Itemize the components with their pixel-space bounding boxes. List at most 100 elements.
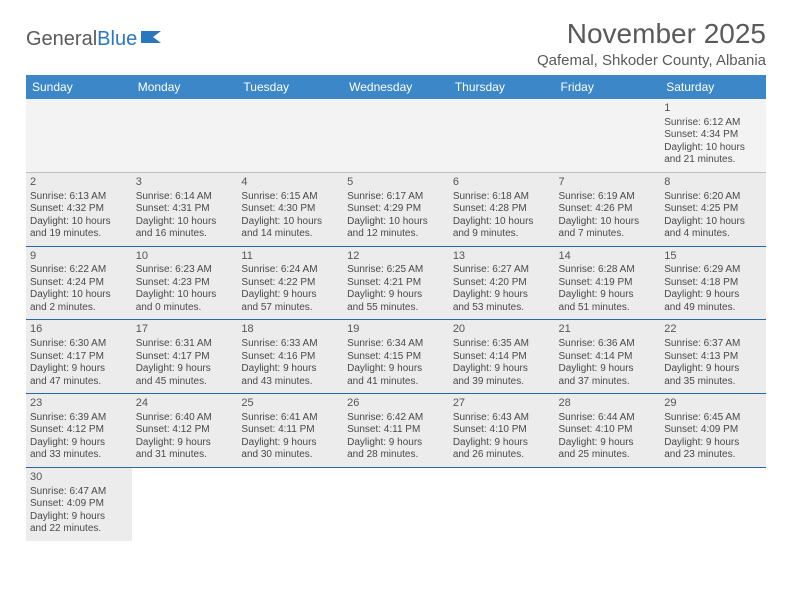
day-number: 20 bbox=[453, 323, 551, 337]
logo-text-1: General bbox=[26, 28, 97, 51]
day-detail: and 51 minutes. bbox=[559, 302, 657, 315]
calendar-day-cell: 27Sunrise: 6:43 AMSunset: 4:10 PMDayligh… bbox=[449, 394, 555, 468]
calendar-week-row: 9Sunrise: 6:22 AMSunset: 4:24 PMDaylight… bbox=[26, 246, 766, 320]
day-detail: Sunrise: 6:42 AM bbox=[347, 412, 445, 425]
day-detail: Sunrise: 6:33 AM bbox=[241, 338, 339, 351]
day-detail: Sunrise: 6:31 AM bbox=[136, 338, 234, 351]
day-detail: Sunrise: 6:36 AM bbox=[559, 338, 657, 351]
calendar-day-cell: 25Sunrise: 6:41 AMSunset: 4:11 PMDayligh… bbox=[237, 394, 343, 468]
day-detail: Sunrise: 6:40 AM bbox=[136, 412, 234, 425]
day-detail: and 47 minutes. bbox=[30, 376, 128, 389]
day-detail: Sunrise: 6:14 AM bbox=[136, 191, 234, 204]
day-detail: and 49 minutes. bbox=[664, 302, 762, 315]
day-number: 3 bbox=[136, 176, 234, 190]
day-detail: Sunrise: 6:39 AM bbox=[30, 412, 128, 425]
day-detail: Daylight: 9 hours bbox=[453, 289, 551, 302]
weekday-header: Thursday bbox=[449, 75, 555, 99]
day-detail: and 14 minutes. bbox=[241, 228, 339, 241]
calendar-day-cell: 18Sunrise: 6:33 AMSunset: 4:16 PMDayligh… bbox=[237, 320, 343, 394]
day-detail: Daylight: 10 hours bbox=[453, 216, 551, 229]
day-number: 9 bbox=[30, 250, 128, 264]
day-detail: Sunrise: 6:30 AM bbox=[30, 338, 128, 351]
day-detail: Sunrise: 6:44 AM bbox=[559, 412, 657, 425]
day-detail: and 45 minutes. bbox=[136, 376, 234, 389]
day-detail: and 12 minutes. bbox=[347, 228, 445, 241]
weekday-header: Friday bbox=[555, 75, 661, 99]
day-detail: Daylight: 10 hours bbox=[30, 289, 128, 302]
day-detail: and 35 minutes. bbox=[664, 376, 762, 389]
calendar-day-cell: 24Sunrise: 6:40 AMSunset: 4:12 PMDayligh… bbox=[132, 394, 238, 468]
day-detail: Sunset: 4:09 PM bbox=[30, 498, 128, 511]
calendar-day-cell bbox=[449, 99, 555, 172]
day-detail: Sunset: 4:17 PM bbox=[30, 351, 128, 364]
calendar-day-cell: 19Sunrise: 6:34 AMSunset: 4:15 PMDayligh… bbox=[343, 320, 449, 394]
day-detail: Daylight: 10 hours bbox=[30, 216, 128, 229]
day-number: 11 bbox=[241, 250, 339, 264]
calendar-day-cell: 4Sunrise: 6:15 AMSunset: 4:30 PMDaylight… bbox=[237, 172, 343, 246]
day-detail: Sunrise: 6:18 AM bbox=[453, 191, 551, 204]
day-detail: Sunset: 4:30 PM bbox=[241, 203, 339, 216]
day-detail: Sunrise: 6:34 AM bbox=[347, 338, 445, 351]
day-detail: Sunrise: 6:20 AM bbox=[664, 191, 762, 204]
day-detail: Daylight: 9 hours bbox=[241, 363, 339, 376]
day-detail: Daylight: 10 hours bbox=[664, 216, 762, 229]
day-detail: Daylight: 9 hours bbox=[30, 437, 128, 450]
day-number: 24 bbox=[136, 397, 234, 411]
day-detail: Sunset: 4:26 PM bbox=[559, 203, 657, 216]
day-detail: Sunset: 4:29 PM bbox=[347, 203, 445, 216]
day-number: 22 bbox=[664, 323, 762, 337]
calendar-day-cell bbox=[132, 467, 238, 540]
day-detail: and 2 minutes. bbox=[30, 302, 128, 315]
day-detail: Sunrise: 6:23 AM bbox=[136, 264, 234, 277]
calendar-day-cell: 3Sunrise: 6:14 AMSunset: 4:31 PMDaylight… bbox=[132, 172, 238, 246]
day-detail: Daylight: 9 hours bbox=[136, 437, 234, 450]
day-detail: Daylight: 9 hours bbox=[664, 437, 762, 450]
calendar-day-cell bbox=[237, 99, 343, 172]
day-detail: Sunset: 4:34 PM bbox=[664, 129, 762, 142]
page-header: GeneralBlue November 2025 Qafemal, Shkod… bbox=[26, 18, 766, 69]
calendar-week-row: 2Sunrise: 6:13 AMSunset: 4:32 PMDaylight… bbox=[26, 172, 766, 246]
day-detail: Sunset: 4:11 PM bbox=[347, 424, 445, 437]
calendar-day-cell: 12Sunrise: 6:25 AMSunset: 4:21 PMDayligh… bbox=[343, 246, 449, 320]
day-detail: Sunrise: 6:27 AM bbox=[453, 264, 551, 277]
day-detail: Sunset: 4:10 PM bbox=[559, 424, 657, 437]
day-detail: and 55 minutes. bbox=[347, 302, 445, 315]
day-detail: and 19 minutes. bbox=[30, 228, 128, 241]
calendar-day-cell: 16Sunrise: 6:30 AMSunset: 4:17 PMDayligh… bbox=[26, 320, 132, 394]
day-number: 2 bbox=[30, 176, 128, 190]
day-number: 25 bbox=[241, 397, 339, 411]
day-detail: Sunset: 4:31 PM bbox=[136, 203, 234, 216]
day-detail: and 28 minutes. bbox=[347, 449, 445, 462]
day-number: 27 bbox=[453, 397, 551, 411]
day-detail: Sunrise: 6:22 AM bbox=[30, 264, 128, 277]
day-detail: Sunrise: 6:35 AM bbox=[453, 338, 551, 351]
calendar-day-cell: 15Sunrise: 6:29 AMSunset: 4:18 PMDayligh… bbox=[660, 246, 766, 320]
day-number: 17 bbox=[136, 323, 234, 337]
day-detail: Daylight: 9 hours bbox=[347, 363, 445, 376]
flag-icon bbox=[141, 28, 163, 51]
day-number: 13 bbox=[453, 250, 551, 264]
day-number: 19 bbox=[347, 323, 445, 337]
day-detail: Sunset: 4:21 PM bbox=[347, 277, 445, 290]
day-detail: Sunset: 4:22 PM bbox=[241, 277, 339, 290]
day-detail: Sunset: 4:28 PM bbox=[453, 203, 551, 216]
calendar-day-cell: 23Sunrise: 6:39 AMSunset: 4:12 PMDayligh… bbox=[26, 394, 132, 468]
day-detail: Daylight: 10 hours bbox=[241, 216, 339, 229]
calendar-day-cell: 13Sunrise: 6:27 AMSunset: 4:20 PMDayligh… bbox=[449, 246, 555, 320]
day-detail: Sunset: 4:20 PM bbox=[453, 277, 551, 290]
logo-text-2: Blue bbox=[97, 28, 137, 51]
calendar-day-cell: 6Sunrise: 6:18 AMSunset: 4:28 PMDaylight… bbox=[449, 172, 555, 246]
calendar-day-cell: 11Sunrise: 6:24 AMSunset: 4:22 PMDayligh… bbox=[237, 246, 343, 320]
day-detail: Sunset: 4:17 PM bbox=[136, 351, 234, 364]
weekday-header: Wednesday bbox=[343, 75, 449, 99]
day-number: 21 bbox=[559, 323, 657, 337]
calendar-day-cell: 20Sunrise: 6:35 AMSunset: 4:14 PMDayligh… bbox=[449, 320, 555, 394]
calendar-week-row: 16Sunrise: 6:30 AMSunset: 4:17 PMDayligh… bbox=[26, 320, 766, 394]
day-detail: Sunset: 4:32 PM bbox=[30, 203, 128, 216]
calendar-day-cell bbox=[449, 467, 555, 540]
calendar-day-cell: 2Sunrise: 6:13 AMSunset: 4:32 PMDaylight… bbox=[26, 172, 132, 246]
day-detail: Sunset: 4:25 PM bbox=[664, 203, 762, 216]
day-detail: Sunrise: 6:41 AM bbox=[241, 412, 339, 425]
calendar-week-row: 1Sunrise: 6:12 AMSunset: 4:34 PMDaylight… bbox=[26, 99, 766, 172]
day-detail: Daylight: 9 hours bbox=[241, 437, 339, 450]
